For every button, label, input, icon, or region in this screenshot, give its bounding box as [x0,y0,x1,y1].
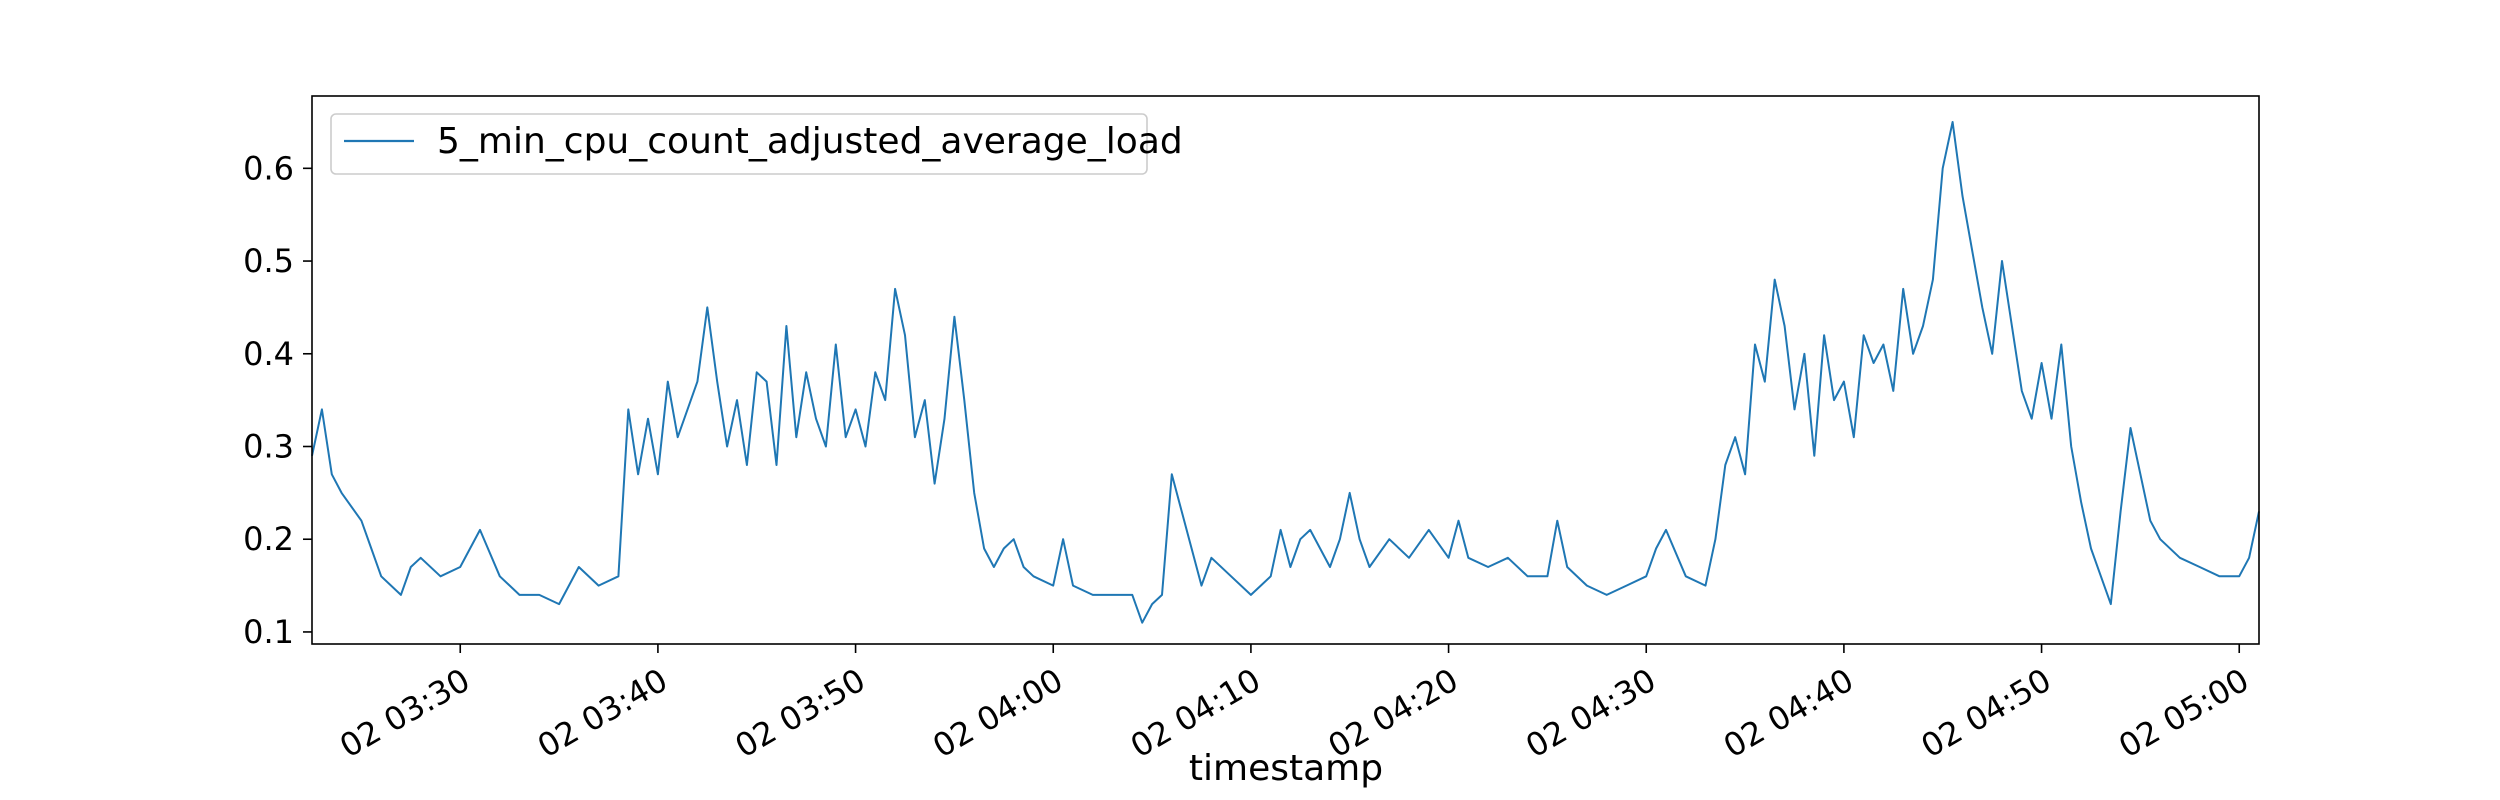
y-tick-label: 0.3 [243,427,294,465]
plot-frame [311,95,2260,645]
y-tick-label: 0.5 [243,242,294,280]
y-tick-label: 0.4 [243,335,294,373]
x-axis-title: timestamp [1189,748,1383,789]
legend-box [330,113,1148,175]
y-tick-label: 0.6 [243,149,294,187]
y-tick-label: 0.2 [243,520,294,558]
legend-label: 5_min_cpu_count_adjusted_average_load [437,121,1183,162]
series-layer [311,121,2260,624]
series-line-0 [311,121,2260,624]
legend: 5_min_cpu_count_adjusted_average_load [330,113,1183,175]
y-tick-label: 0.1 [243,613,294,651]
y-axis: 0.1 0.2 0.3 0.4 0.5 0.6 [243,149,312,651]
